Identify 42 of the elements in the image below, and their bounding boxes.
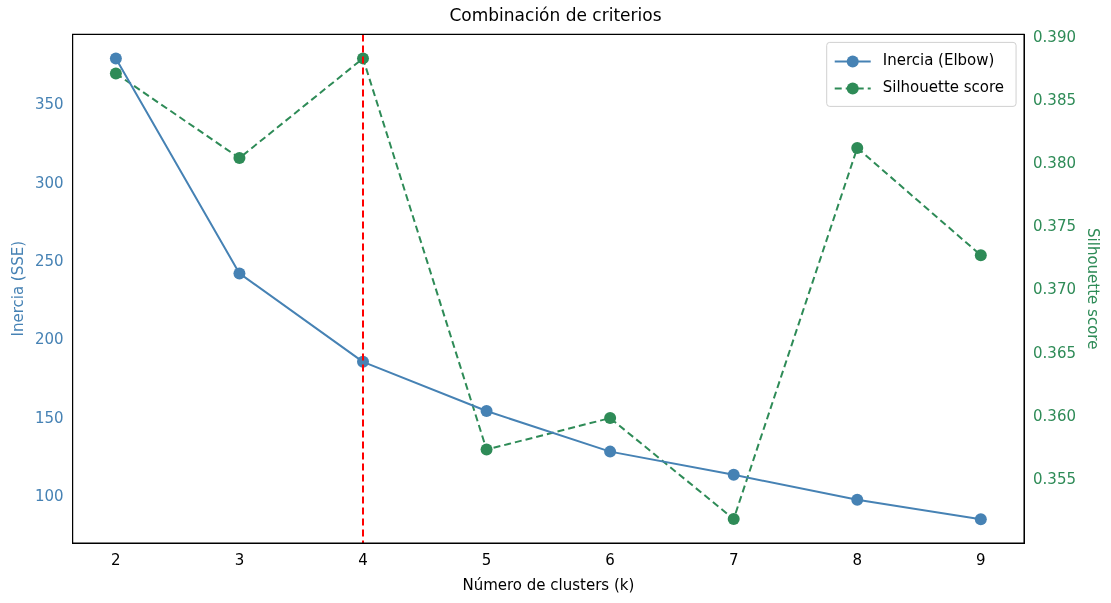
y-tick-label: 100 [34, 486, 64, 505]
y-tick-label: 250 [34, 251, 64, 270]
x-tick-label: 6 [605, 550, 615, 569]
y2-tick-label: 0.355 [1033, 469, 1077, 488]
x-tick-label: 7 [728, 550, 739, 569]
x-tick-label: 4 [358, 550, 368, 569]
point [604, 445, 617, 458]
legend-label: Silhouette score [882, 78, 1005, 97]
y2-axis-title: Silhouette score [1084, 228, 1103, 350]
y-tick-label: 200 [34, 330, 64, 349]
y2-tick-label: 0.390 [1033, 28, 1077, 47]
y2-tick-label: 0.380 [1033, 154, 1077, 173]
x-tick-label: 9 [976, 550, 986, 569]
y2-tick-label: 0.365 [1033, 343, 1077, 362]
y-axis-title: Inercia (SSE) [8, 240, 27, 337]
point [727, 468, 740, 481]
point [480, 405, 493, 418]
y2-tick-label: 0.360 [1033, 406, 1077, 425]
x-tick-label: 5 [481, 550, 492, 569]
point [974, 249, 987, 262]
y2-tick-label: 0.375 [1033, 217, 1077, 236]
y-tick-label: 300 [34, 173, 64, 192]
y2-tick-label: 0.385 [1033, 91, 1077, 110]
legend-label: Inercia (Elbow) [882, 51, 995, 70]
point [604, 412, 617, 425]
point [851, 141, 864, 154]
point [727, 513, 740, 526]
point [109, 52, 122, 65]
x-tick-label: 8 [852, 550, 863, 569]
point [974, 513, 987, 526]
chart-title: Combinación de criterios [449, 4, 662, 25]
point [851, 493, 864, 506]
x-tick-label: 3 [234, 550, 245, 569]
y2-tick-label: 0.370 [1033, 280, 1077, 299]
point [480, 443, 493, 456]
x-tick-label: 2 [111, 550, 121, 569]
y-tick-label: 350 [34, 95, 64, 114]
point [233, 267, 246, 280]
x-axis-title: Número de clusters (k) [462, 575, 635, 594]
y-tick-label: 150 [34, 408, 64, 427]
point [109, 67, 122, 80]
point [233, 152, 246, 165]
